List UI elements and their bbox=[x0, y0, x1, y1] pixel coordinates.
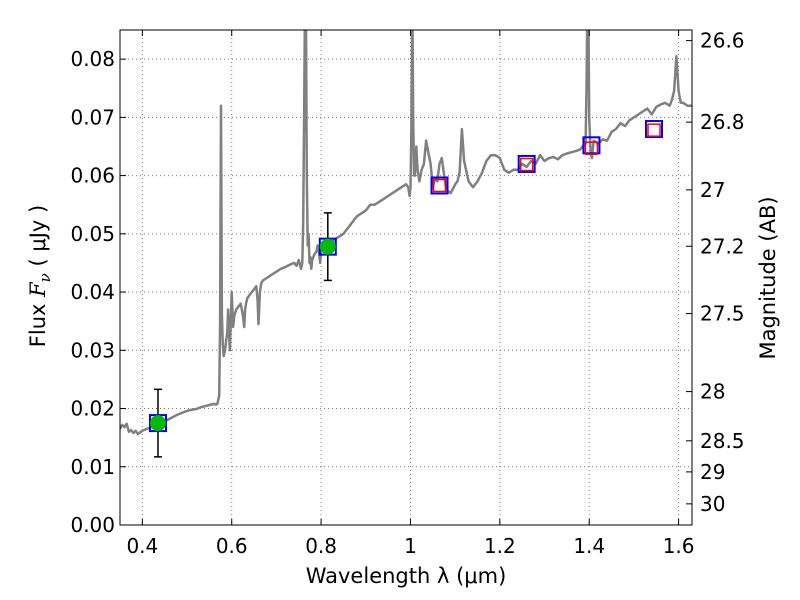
y-tick-label: 0.01 bbox=[70, 455, 115, 479]
model-photometry-square bbox=[517, 154, 536, 173]
y-tick-label: 0.00 bbox=[70, 513, 115, 537]
x-tick-label: 1 bbox=[404, 534, 417, 558]
y-axis-title-left: Flux Fν ( μJy ) bbox=[26, 205, 54, 347]
y-title-unit: ( μJy ) bbox=[26, 205, 50, 273]
x-tick-label: 0.6 bbox=[216, 534, 248, 558]
x-tick-label: 0.8 bbox=[305, 534, 337, 558]
right-tick-label: 27 bbox=[700, 178, 725, 202]
right-tick-label: 30 bbox=[700, 492, 725, 516]
right-tick-label: 26.8 bbox=[700, 110, 745, 134]
x-tick-labels: 0.4 0.6 0.8 1 1.2 1.4 1.6 bbox=[126, 534, 694, 558]
plot-frame bbox=[119, 29, 693, 526]
right-tick-label: 29 bbox=[700, 460, 725, 484]
tick-marks bbox=[120, 30, 692, 526]
y-title-symbol: F bbox=[26, 281, 50, 298]
model-photometry-square bbox=[430, 176, 449, 195]
y-tick-label: 0.02 bbox=[70, 397, 115, 421]
x-tick-label: 1.4 bbox=[573, 534, 605, 558]
model-photometry-square bbox=[645, 120, 664, 138]
observed-point bbox=[149, 415, 166, 432]
spectrum-layer bbox=[120, 30, 692, 436]
spectrum-line bbox=[120, 30, 692, 436]
grid bbox=[120, 30, 692, 526]
y-tick-label: 0.04 bbox=[70, 280, 115, 304]
x-tick-label: 1.6 bbox=[663, 534, 695, 558]
y-tick-label: 0.06 bbox=[70, 164, 115, 188]
y-tick-label: 0.03 bbox=[70, 338, 115, 362]
right-tick-label: 27.5 bbox=[700, 302, 745, 326]
right-tick-label: 26.6 bbox=[700, 29, 745, 53]
observed-open-square bbox=[647, 123, 661, 137]
x-tick-label: 0.4 bbox=[126, 534, 158, 558]
right-tick-label: 28 bbox=[700, 380, 725, 404]
model-photometry-square bbox=[582, 136, 601, 155]
observed-open-square bbox=[584, 141, 599, 155]
x-axis-title: Wavelength λ (μm) bbox=[306, 564, 507, 588]
y-tick-label: 0.05 bbox=[70, 222, 115, 246]
right-tick-label: 27.2 bbox=[700, 234, 745, 258]
y-title-subscript: ν bbox=[36, 273, 54, 282]
right-tick-label: 28.5 bbox=[700, 429, 745, 453]
markers-layer bbox=[148, 120, 664, 458]
x-tick-label: 1.2 bbox=[484, 534, 516, 558]
observed-open-square bbox=[519, 157, 534, 172]
y-title-prefix: Flux bbox=[26, 297, 50, 347]
y-tick-label: 0.07 bbox=[70, 105, 115, 129]
observed-open-square bbox=[432, 178, 447, 193]
y-axis-title-right: Magnitude (AB) bbox=[756, 196, 780, 359]
right-tick-labels: 26.6 26.8 27 27.2 27.5 28 28.5 29 30 bbox=[700, 29, 745, 516]
y-tick-label: 0.08 bbox=[70, 47, 115, 71]
y-tick-labels: 0.00 0.01 0.02 0.03 0.04 0.05 0.06 0.07 0.08 bbox=[70, 47, 115, 537]
observed-point bbox=[319, 238, 336, 255]
